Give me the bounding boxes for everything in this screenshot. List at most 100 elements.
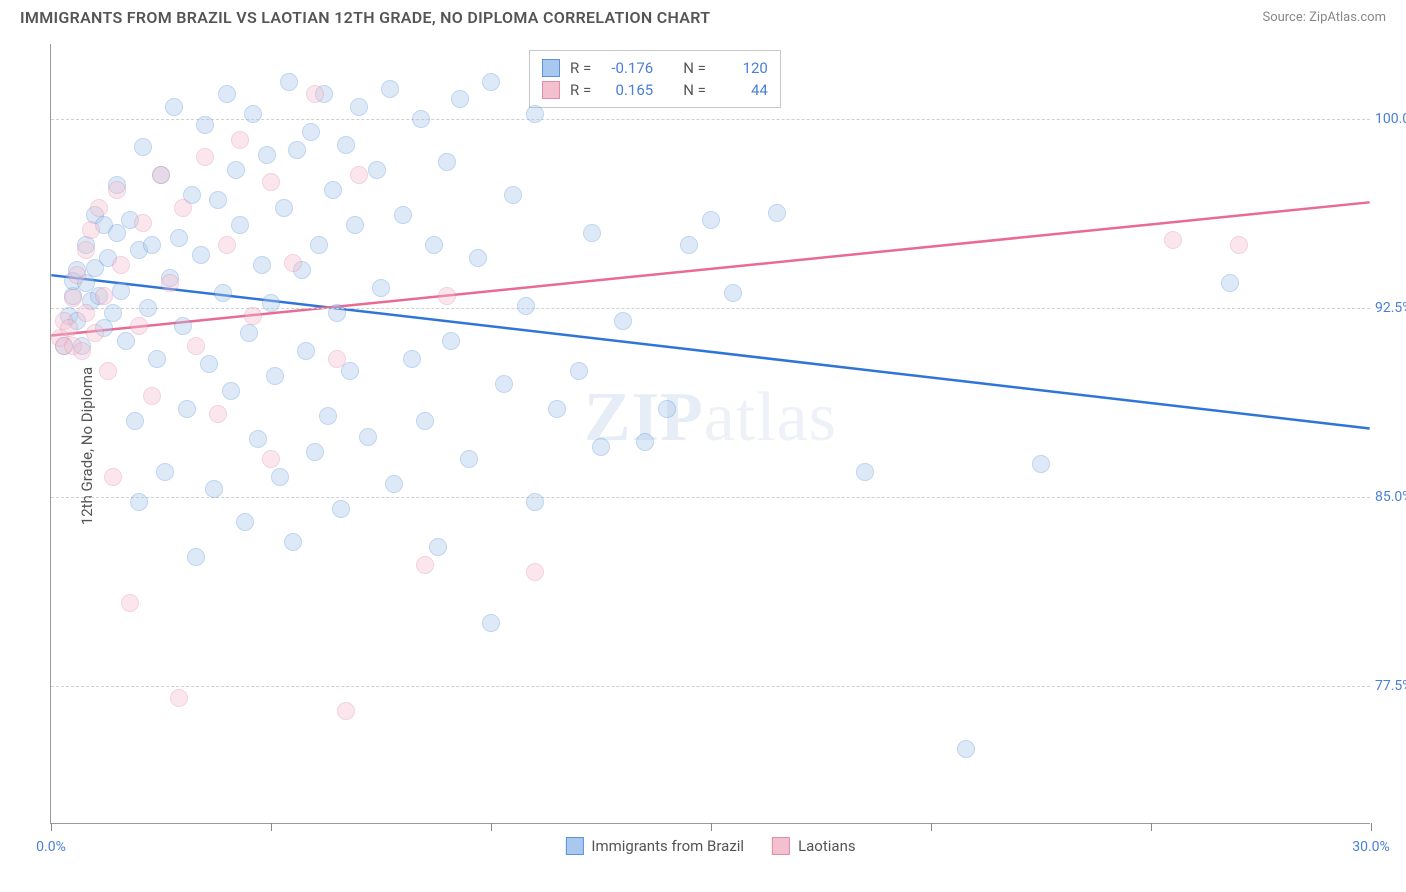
data-point [143,236,161,254]
data-point [130,317,148,335]
data-point [394,206,412,224]
data-point [284,533,302,551]
x-tick [51,823,52,831]
data-point [104,304,122,322]
data-point [249,430,267,448]
data-point [416,412,434,430]
data-point [209,191,227,209]
data-point [174,317,192,335]
data-point [280,73,298,91]
data-point [236,513,254,531]
legend-n-value: 44 [716,81,768,99]
data-point [368,161,386,179]
data-point [86,324,104,342]
data-point [403,350,421,368]
data-point [170,689,188,707]
data-point [658,400,676,418]
data-point [592,438,610,456]
data-point [702,211,720,229]
data-point [429,538,447,556]
data-point [442,332,460,350]
data-point [359,428,377,446]
data-point [495,375,513,393]
x-tick [1151,823,1152,831]
data-point [438,287,456,305]
data-point [77,241,95,259]
data-point [152,166,170,184]
data-point [196,148,214,166]
data-point [583,224,601,242]
data-point [121,594,139,612]
data-point [262,294,280,312]
legend-series-item: Immigrants from Brazil [565,837,744,855]
data-point [302,123,320,141]
data-point [227,161,245,179]
data-point [174,199,192,217]
data-point [112,256,130,274]
legend-swatch [772,837,790,855]
data-point [332,500,350,518]
data-point [99,362,117,380]
data-point [178,400,196,418]
legend-correlation: R =-0.176N =120R =0.165N =44 [529,50,781,108]
data-point [482,614,500,632]
data-point [148,350,166,368]
data-point [134,214,152,232]
data-point [209,405,227,423]
data-point [214,284,232,302]
data-point [156,463,174,481]
data-point [205,480,223,498]
data-point [680,236,698,254]
data-point [469,249,487,267]
data-point [412,110,430,128]
data-point [425,236,443,254]
data-point [222,382,240,400]
data-point [438,153,456,171]
data-point [1032,455,1050,473]
data-point [614,312,632,330]
data-point [253,256,271,274]
y-tick-label: 100.0% [1375,111,1406,127]
data-point [297,342,315,360]
data-point [526,105,544,123]
data-point [112,282,130,300]
gridline [51,686,1370,687]
data-point [240,324,258,342]
data-point [170,229,188,247]
data-point [244,307,262,325]
data-point [451,90,469,108]
data-point [95,287,113,305]
legend-row: R =-0.176N =120 [542,57,768,79]
source-attribution: Source: ZipAtlas.com [1262,10,1386,25]
data-point [90,199,108,217]
legend-n-label: N = [683,81,706,99]
data-point [324,181,342,199]
x-tick [931,823,932,831]
data-point [526,493,544,511]
legend-row: R =0.165N =44 [542,79,768,101]
data-point [288,141,306,159]
data-point [187,548,205,566]
data-point [310,236,328,254]
data-point [1164,231,1182,249]
data-point [134,138,152,156]
data-point [768,204,786,222]
data-point [187,337,205,355]
data-point [108,181,126,199]
data-point [504,186,522,204]
x-tick [1371,823,1372,831]
data-point [350,166,368,184]
data-point [526,563,544,581]
x-tick-label: 0.0% [36,839,66,855]
data-point [68,266,86,284]
data-point [328,304,346,322]
x-tick [271,823,272,831]
data-point [231,131,249,149]
data-point [218,85,236,103]
data-point [284,254,302,272]
data-point [161,274,179,292]
legend-swatch [565,837,583,855]
data-point [548,400,566,418]
data-point [82,221,100,239]
data-point [271,468,289,486]
